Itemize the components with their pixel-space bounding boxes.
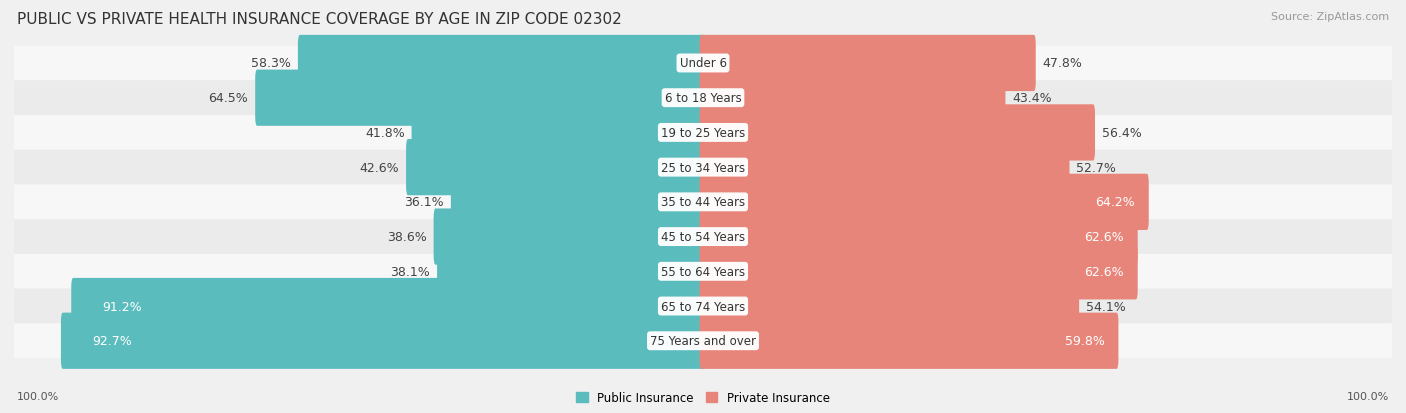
FancyBboxPatch shape [412, 105, 706, 161]
FancyBboxPatch shape [14, 289, 1392, 324]
Text: 42.6%: 42.6% [360, 161, 399, 174]
FancyBboxPatch shape [700, 140, 1070, 196]
Text: 64.2%: 64.2% [1095, 196, 1135, 209]
FancyBboxPatch shape [14, 185, 1392, 220]
Text: 55 to 64 Years: 55 to 64 Years [661, 265, 745, 278]
Text: 100.0%: 100.0% [17, 391, 59, 401]
Text: 91.2%: 91.2% [103, 300, 142, 313]
Text: 59.8%: 59.8% [1064, 335, 1105, 347]
Text: 38.1%: 38.1% [391, 265, 430, 278]
FancyBboxPatch shape [700, 313, 1118, 369]
FancyBboxPatch shape [700, 278, 1080, 335]
FancyBboxPatch shape [254, 70, 706, 126]
FancyBboxPatch shape [437, 244, 706, 300]
Text: 43.4%: 43.4% [1012, 92, 1052, 105]
Text: 38.6%: 38.6% [387, 230, 427, 244]
Text: 62.6%: 62.6% [1084, 230, 1123, 244]
FancyBboxPatch shape [433, 209, 706, 265]
Text: 56.4%: 56.4% [1102, 127, 1142, 140]
FancyBboxPatch shape [700, 105, 1095, 161]
Text: 19 to 25 Years: 19 to 25 Years [661, 127, 745, 140]
FancyBboxPatch shape [14, 254, 1392, 289]
Text: PUBLIC VS PRIVATE HEALTH INSURANCE COVERAGE BY AGE IN ZIP CODE 02302: PUBLIC VS PRIVATE HEALTH INSURANCE COVER… [17, 12, 621, 27]
Text: 47.8%: 47.8% [1043, 57, 1083, 70]
FancyBboxPatch shape [700, 36, 1036, 92]
Text: 65 to 74 Years: 65 to 74 Years [661, 300, 745, 313]
FancyBboxPatch shape [451, 174, 706, 230]
Text: 36.1%: 36.1% [405, 196, 444, 209]
FancyBboxPatch shape [14, 220, 1392, 254]
FancyBboxPatch shape [14, 47, 1392, 81]
Text: Under 6: Under 6 [679, 57, 727, 70]
Text: 54.1%: 54.1% [1085, 300, 1126, 313]
Text: 41.8%: 41.8% [366, 127, 405, 140]
FancyBboxPatch shape [700, 209, 1137, 265]
FancyBboxPatch shape [72, 278, 706, 335]
FancyBboxPatch shape [14, 116, 1392, 150]
Text: 52.7%: 52.7% [1077, 161, 1116, 174]
FancyBboxPatch shape [298, 36, 706, 92]
Legend: Public Insurance, Private Insurance: Public Insurance, Private Insurance [571, 387, 835, 409]
FancyBboxPatch shape [700, 244, 1137, 300]
Text: 25 to 34 Years: 25 to 34 Years [661, 161, 745, 174]
FancyBboxPatch shape [700, 70, 1005, 126]
Text: 58.3%: 58.3% [252, 57, 291, 70]
Text: 92.7%: 92.7% [91, 335, 132, 347]
FancyBboxPatch shape [14, 324, 1392, 358]
Text: 75 Years and over: 75 Years and over [650, 335, 756, 347]
Text: 62.6%: 62.6% [1084, 265, 1123, 278]
Text: 45 to 54 Years: 45 to 54 Years [661, 230, 745, 244]
FancyBboxPatch shape [14, 81, 1392, 116]
Text: Source: ZipAtlas.com: Source: ZipAtlas.com [1271, 12, 1389, 22]
Text: 35 to 44 Years: 35 to 44 Years [661, 196, 745, 209]
FancyBboxPatch shape [700, 174, 1149, 230]
FancyBboxPatch shape [14, 150, 1392, 185]
Text: 64.5%: 64.5% [208, 92, 249, 105]
FancyBboxPatch shape [60, 313, 706, 369]
FancyBboxPatch shape [406, 140, 706, 196]
Text: 100.0%: 100.0% [1347, 391, 1389, 401]
Text: 6 to 18 Years: 6 to 18 Years [665, 92, 741, 105]
